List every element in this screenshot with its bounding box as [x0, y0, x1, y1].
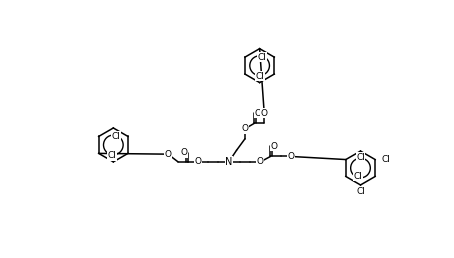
- Text: Cl: Cl: [381, 155, 390, 164]
- Text: Cl: Cl: [107, 151, 116, 160]
- Text: Cl: Cl: [255, 72, 264, 81]
- Text: O: O: [242, 124, 248, 133]
- Text: O: O: [261, 109, 268, 118]
- Text: O: O: [164, 150, 172, 159]
- Text: O: O: [288, 152, 295, 161]
- Text: Cl: Cl: [258, 53, 266, 62]
- Text: O: O: [257, 157, 264, 166]
- Text: O: O: [194, 157, 202, 166]
- Text: O: O: [271, 142, 278, 151]
- Text: O: O: [255, 109, 262, 118]
- Text: Cl: Cl: [354, 172, 362, 181]
- Text: Cl: Cl: [356, 153, 365, 162]
- Text: Cl: Cl: [111, 132, 120, 141]
- Text: N: N: [225, 157, 232, 167]
- Text: Cl: Cl: [356, 187, 365, 196]
- Text: O: O: [181, 148, 188, 157]
